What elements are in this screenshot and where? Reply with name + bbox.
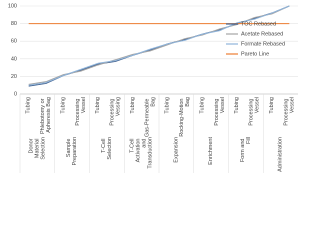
legend-label: TOC Rebased <box>241 21 276 27</box>
group-label: Donor Material Selection <box>29 137 47 160</box>
x-tick-label: Processing Vessel <box>75 97 87 126</box>
y-tick-label: 40 <box>11 56 17 62</box>
y-tick-label: 60 <box>11 39 17 45</box>
x-tick-label: Gas-Permeable Bag <box>145 97 157 137</box>
legend-label: Formate Rebased <box>241 41 285 47</box>
x-tick-label: Tubing <box>165 97 171 114</box>
y-tick-label: 0 <box>14 91 17 97</box>
legend-label: Acetate Rebased <box>241 31 283 37</box>
x-tick-label: Tubing <box>200 97 206 114</box>
x-tick-label: Tubing <box>26 97 32 114</box>
group-label: Form and Fill <box>240 137 252 162</box>
series-line <box>28 5 290 86</box>
chart: 0 20 40 60 80 100 Tubing Phlebotomy or Apheresi… <box>8 3 298 173</box>
group-label: T-Cell Selection <box>101 137 113 160</box>
y-tick-label: 80 <box>11 21 17 27</box>
x-tick-label: Processing Vessel <box>284 97 296 126</box>
x-tick-label: Tubing <box>130 97 136 114</box>
x-tick-label: Tubing <box>235 97 241 114</box>
group-label: T-Cell Activation and Transduction <box>130 137 154 169</box>
group-label: Sample Preparation <box>67 137 79 165</box>
x-tick-label: Processing Vessel <box>249 97 261 126</box>
x-tick-label: Rocking-Motion Bag <box>179 97 191 137</box>
y-tick-label: 20 <box>11 74 17 80</box>
group-label: Expansion <box>174 137 180 163</box>
x-tick-label: Processing Vessing <box>110 97 122 126</box>
x-tick-label: Tubing <box>61 97 67 114</box>
x-tick-label: Processing Vessel <box>214 97 226 126</box>
x-tick-label: Tubing <box>96 97 102 114</box>
y-tick-label: 100 <box>8 3 17 9</box>
group-label: Administration <box>278 137 284 172</box>
x-tick-label: Tubing <box>269 97 275 114</box>
x-tick-label: Phlebotomy or Apheresis Bag <box>40 97 52 134</box>
group-label: Enrichment <box>209 137 215 165</box>
legend-label: Pareto Line <box>241 51 269 57</box>
